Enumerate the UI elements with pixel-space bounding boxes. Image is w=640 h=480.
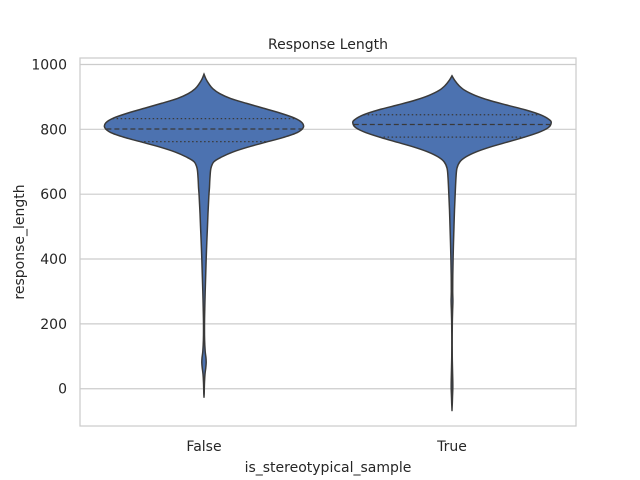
plot-frame bbox=[79, 57, 577, 427]
y-tick-label: 1000 bbox=[31, 57, 67, 73]
y-tick-label: 200 bbox=[40, 317, 67, 333]
violin-false bbox=[103, 72, 305, 398]
x-tick-label: False bbox=[186, 439, 221, 455]
x-axis-label: is_stereotypical_sample bbox=[245, 460, 412, 476]
y-tick-label: 600 bbox=[40, 187, 67, 203]
y-tick-label: 800 bbox=[40, 122, 67, 138]
violin-true bbox=[352, 74, 552, 412]
y-axis-label: response_length bbox=[12, 184, 28, 299]
violins bbox=[103, 72, 552, 412]
chart-title: Response Length bbox=[268, 37, 388, 53]
y-tick-label: 0 bbox=[58, 382, 67, 398]
y-tick-label: 400 bbox=[40, 252, 67, 268]
x-tick-labels: False True bbox=[186, 439, 466, 455]
y-tick-labels: 0 200 400 600 800 1000 bbox=[31, 57, 67, 397]
x-tick-label: True bbox=[436, 439, 467, 455]
